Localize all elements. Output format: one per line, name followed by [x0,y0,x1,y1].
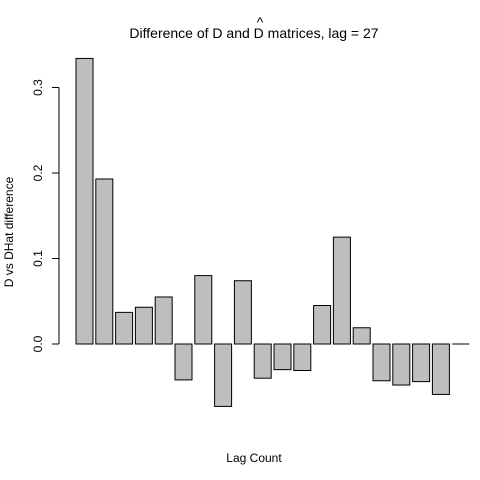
bar [154,296,173,345]
bar [214,343,233,407]
y-tick-label: 0.3 [31,79,45,96]
y-tick-label: 0.0 [31,335,45,352]
bar [372,343,391,382]
bar [332,236,351,345]
bar [412,343,431,383]
bar [95,178,114,345]
chart-title-hat-mark: ^ [257,14,264,30]
bar [174,343,193,381]
bar [194,275,213,345]
bar [75,57,94,345]
bar [273,343,292,371]
bar [431,343,450,395]
y-tick-label: 0.1 [31,250,45,267]
bar [134,306,153,345]
chart-title-prefix: Difference of D and [129,25,253,41]
bar [233,280,252,345]
bar [352,327,371,345]
bar [313,305,332,345]
bar [115,311,134,345]
bar [392,343,411,386]
y-axis: 0.0 0.1 0.2 0.3 [31,79,60,352]
y-tick-label: 0.2 [31,164,45,181]
chart-title-hat-letter: D [254,25,264,41]
y-axis-label: D vs DHat difference [2,176,16,287]
bars-group [75,57,470,407]
bar [253,343,272,379]
chart-title-suffix: matrices, lag = 27 [264,25,379,41]
x-axis-label: Lag Count [226,451,282,465]
bar [293,343,312,372]
chart-title: Difference of D and D matrices, lag = 27 [129,25,378,41]
